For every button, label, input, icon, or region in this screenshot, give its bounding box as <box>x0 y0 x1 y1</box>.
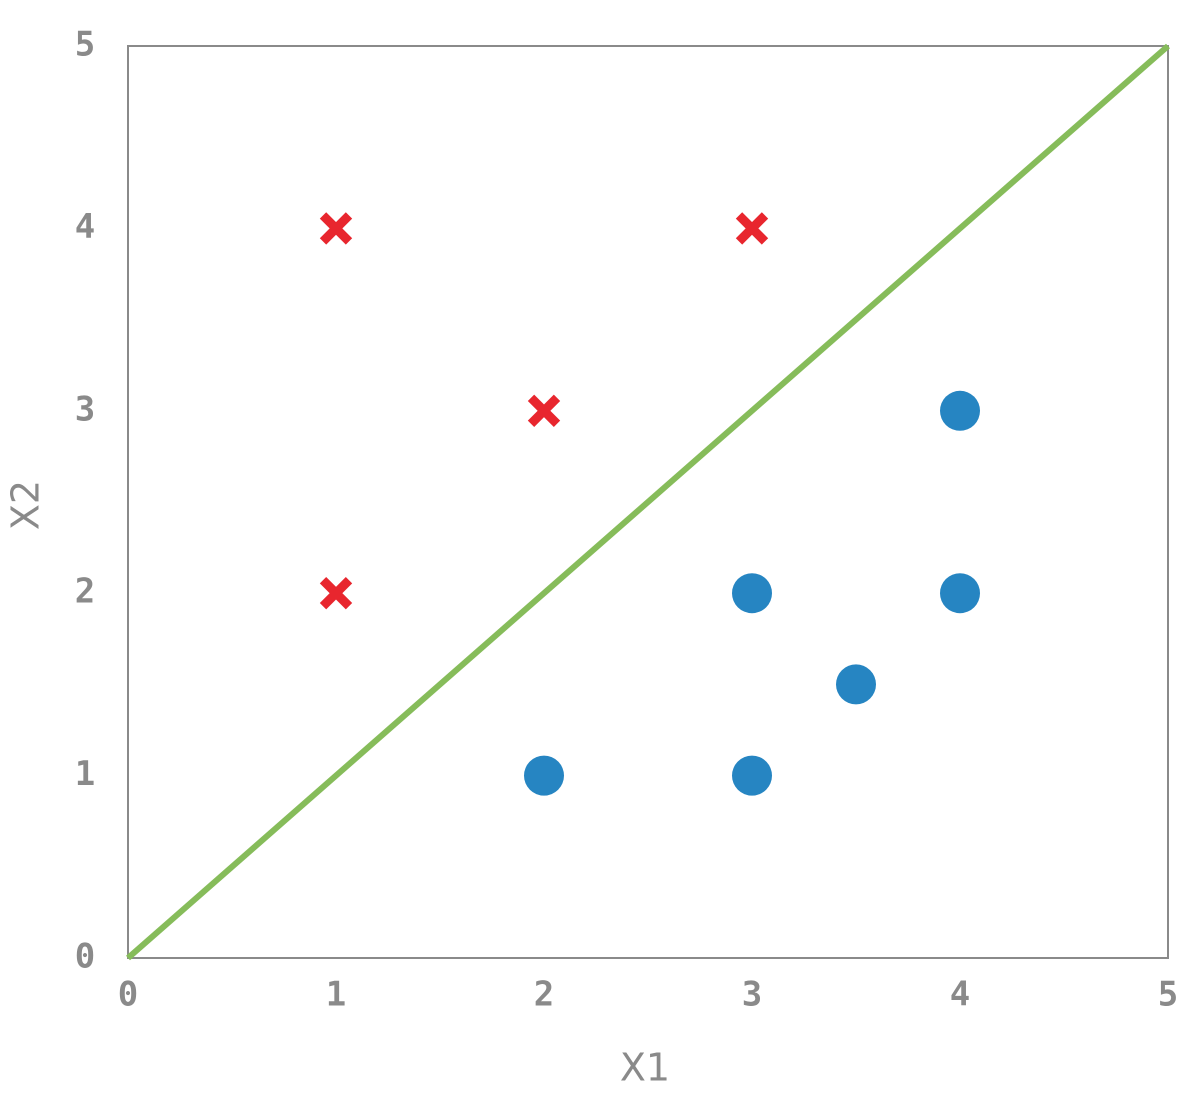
circle-marker <box>940 390 980 431</box>
y-tick-label: 2 <box>75 572 95 612</box>
x-tick-label: 4 <box>950 975 970 1015</box>
y-tick-label: 5 <box>75 25 95 65</box>
x-tick-label: 2 <box>534 975 554 1015</box>
circle-marker <box>732 755 772 796</box>
circle-marker <box>524 755 564 796</box>
x-marker <box>527 394 561 427</box>
x-axis-title: X1 <box>620 1046 670 1090</box>
circle-marker <box>836 664 876 705</box>
plot-frame <box>127 45 1169 959</box>
circle-marker <box>940 573 980 614</box>
y-tick-label: 4 <box>75 207 95 247</box>
y-tick-label: 1 <box>75 754 95 794</box>
x-marker <box>319 577 353 610</box>
x-marker <box>735 212 769 245</box>
line <box>126 43 1170 961</box>
y-tick-label: 0 <box>75 937 95 977</box>
circle-marker <box>732 573 772 614</box>
x-tick-label: 1 <box>326 975 346 1015</box>
x-tick-label: 3 <box>742 975 762 1015</box>
y-tick-label: 3 <box>75 389 95 429</box>
x-marker <box>319 212 353 245</box>
x-tick-label: 5 <box>1158 975 1178 1015</box>
y-axis-title: X2 <box>4 480 48 530</box>
x-tick-label: 0 <box>118 975 138 1015</box>
